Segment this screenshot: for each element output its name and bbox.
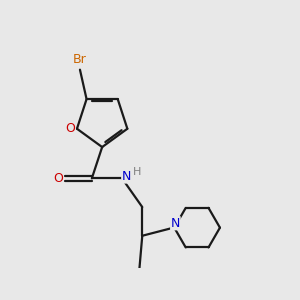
- Text: O: O: [53, 172, 63, 185]
- Text: Br: Br: [73, 53, 87, 66]
- Text: N: N: [171, 217, 180, 230]
- Text: H: H: [133, 167, 142, 177]
- Text: N: N: [122, 170, 131, 183]
- Text: O: O: [65, 122, 75, 135]
